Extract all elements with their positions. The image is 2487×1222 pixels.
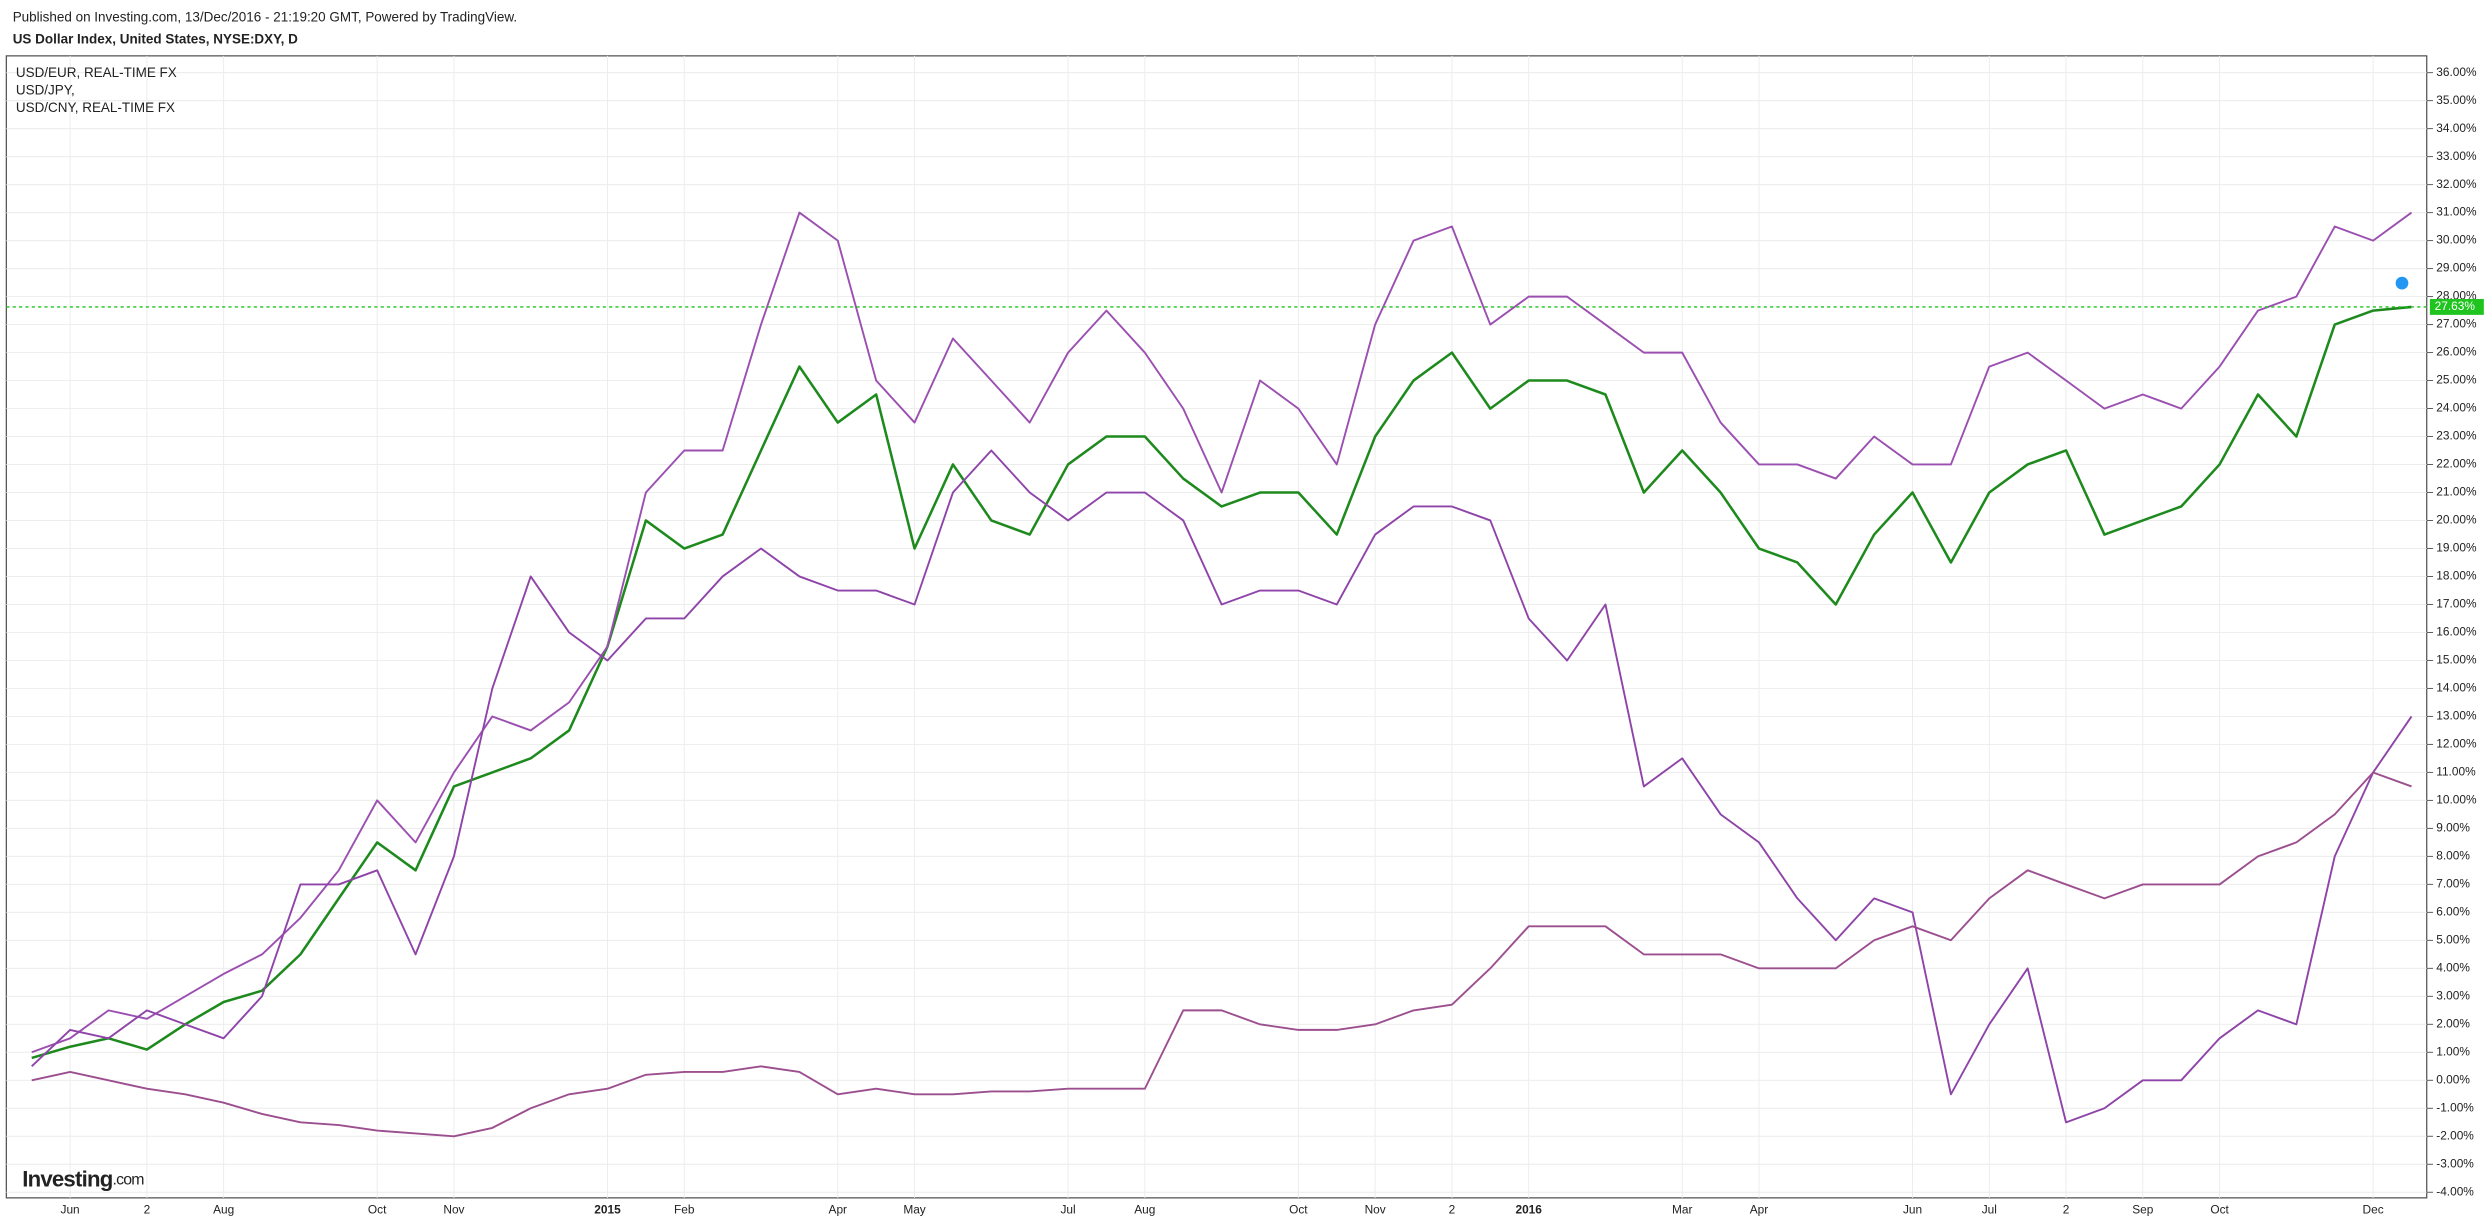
series-line [31,211,2413,1054]
legend-entry: USD/EUR, REAL-TIME FX [16,65,177,80]
marker-p [2395,276,2409,290]
y-tick-label: 3.00% [2436,988,2470,1002]
last-value-box [2429,299,2484,315]
x-tick-label: Aug [213,1203,234,1217]
y-tick-label: 27.00% [2436,317,2477,331]
y-tick-label: -4.00% [2436,1184,2474,1198]
grid [6,55,2434,1198]
y-tick-label: 9.00% [2436,821,2470,835]
y-tick-label: 2.00% [2436,1016,2470,1030]
y-tick-label: 30.00% [2436,233,2477,247]
y-tick-label: 10.00% [2436,793,2477,807]
last-value-label: 27.63% [2435,299,2476,313]
y-tick-label: 32.00% [2436,177,2477,191]
y-tick-label: 26.00% [2436,345,2477,359]
y-tick-label: 17.00% [2436,597,2477,611]
x-tick-label: 2016 [1515,1203,1542,1217]
x-tick-label: Aug [1134,1203,1155,1217]
x-tick-label: Dec [2363,1203,2384,1217]
y-tick-label: 6.00% [2436,904,2470,918]
y-tick-label: 15.00% [2436,653,2477,667]
x-tick-label: Nov [443,1203,464,1217]
logo-suffix: .com [112,1172,144,1189]
x-tick-label: May [903,1203,925,1217]
y-tick-label: -3.00% [2436,1156,2474,1170]
x-tick-label: Mar [1672,1203,1692,1217]
x-tick-label: Jul [1060,1203,1075,1217]
x-tick-label: Oct [2210,1203,2229,1217]
x-tick-label: 2 [1449,1203,1456,1217]
y-tick-label: 18.00% [2436,569,2477,583]
y-tick-label: 24.00% [2436,401,2477,415]
y-tick-label: 16.00% [2436,625,2477,639]
y-tick-label: 21.00% [2436,485,2477,499]
x-tick-label: Apr [829,1203,848,1217]
x-tick-label: 2015 [594,1203,621,1217]
legend-entry: USD/CNY, REAL-TIME FX [16,100,175,115]
marks [6,211,2427,1138]
x-tick-label: Oct [1289,1203,1308,1217]
x-tick-label: Oct [368,1203,387,1217]
legend-entry: USD/JPY, [16,82,75,97]
series-line [31,449,2413,1124]
series-line [31,771,2412,1138]
y-tick-label: 1.00% [2436,1044,2470,1058]
x-tick-label: 2 [2063,1203,2070,1217]
series-line [31,305,2412,1060]
y-tick-label: 14.00% [2436,681,2477,695]
y-tick-label: 25.00% [2436,373,2477,387]
x-tick-label: Jun [61,1203,80,1217]
y-tick-label: 34.00% [2436,121,2477,135]
x-tick-label: Nov [1365,1203,1386,1217]
logo-main: Investing [22,1166,112,1191]
x-tick-label: Feb [674,1203,695,1217]
legend: USD/EUR, REAL-TIME FX USD/JPY, USD/CNY, RE… [16,65,177,115]
y-tick-label: 29.00% [2436,261,2477,275]
chart-title: US Dollar Index, United States, NYSE:DXY… [13,32,298,47]
y-tick-label: 36.00% [2436,65,2477,79]
x-tick-label: 2 [144,1203,151,1217]
y-tick-label: 22.00% [2436,457,2477,471]
y-tick-label: 8.00% [2436,849,2470,863]
logo: Investing.com [22,1166,144,1191]
y-tick-label: 35.00% [2436,93,2477,107]
y-tick-label: 5.00% [2436,932,2470,946]
plot-frame [5,55,2428,1199]
y-tick-label: 31.00% [2436,205,2477,219]
y-tick-label: 11.00% [2436,765,2476,779]
y-tick-label: 13.00% [2436,709,2477,723]
subtitle: Published on Investing.com, 13/Dec/2016 … [13,9,517,24]
y-tick-label: 7.00% [2436,877,2470,891]
y-tick-label: 12.00% [2436,737,2477,751]
x-tick-label: Jul [1982,1203,1997,1217]
y-tick-label: 20.00% [2436,513,2477,527]
y-tick-label: 4.00% [2436,960,2470,974]
y-tick-label: 33.00% [2436,149,2477,163]
y-tick-label: -1.00% [2436,1100,2474,1114]
x-tick-label: Apr [1750,1203,1769,1217]
y-tick-label: 23.00% [2436,429,2477,443]
y-tick-label: 19.00% [2436,541,2477,555]
x-tick-label: Sep [2132,1203,2154,1217]
y-tick-label: -2.00% [2436,1128,2474,1142]
y-tick-label: 0.00% [2436,1072,2470,1086]
x-tick-label: Jun [1903,1203,1922,1217]
